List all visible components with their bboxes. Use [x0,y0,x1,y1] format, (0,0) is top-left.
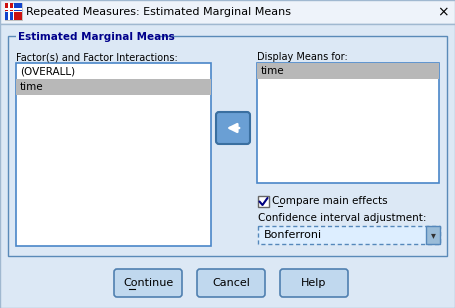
FancyBboxPatch shape [114,269,182,297]
Bar [257,63,439,79]
Text: Repeated Measures: Estimated Marginal Means: Repeated Measures: Estimated Marginal Me… [26,7,291,17]
Text: Help: Help [301,278,327,288]
FancyBboxPatch shape [197,269,265,297]
Bar [14,12,22,20]
Text: Display Means for:: Display Means for: [257,52,348,62]
Bar [16,79,211,95]
Text: Compare main effects: Compare main effects [272,197,388,206]
Bar [5,8,22,10]
Text: (OVERALL): (OVERALL) [20,66,75,76]
Text: Factor(s) and Factor Interactions:: Factor(s) and Factor Interactions: [16,52,178,62]
Text: time: time [261,66,285,76]
Bar [258,196,269,207]
Bar [5,3,13,11]
Text: Continue: Continue [123,278,173,288]
Text: Confidence interval adjustment:: Confidence interval adjustment: [258,213,426,223]
Text: time: time [20,82,44,92]
Bar [0,0,455,24]
Bar [426,226,440,244]
Text: Cancel: Cancel [212,278,250,288]
Bar [16,63,211,246]
Text: ×: × [437,5,449,19]
FancyBboxPatch shape [216,112,250,144]
Bar [5,12,13,20]
Text: Estimated Marginal Means: Estimated Marginal Means [18,32,175,42]
Text: ▾: ▾ [430,230,435,240]
Bar [16,32,158,42]
Bar [8,3,10,20]
FancyBboxPatch shape [280,269,348,297]
Bar [258,226,440,244]
Text: Bonferroni: Bonferroni [264,230,322,240]
Bar [8,36,447,256]
Bar [14,3,22,11]
Bar [257,63,439,183]
Bar [5,3,22,20]
